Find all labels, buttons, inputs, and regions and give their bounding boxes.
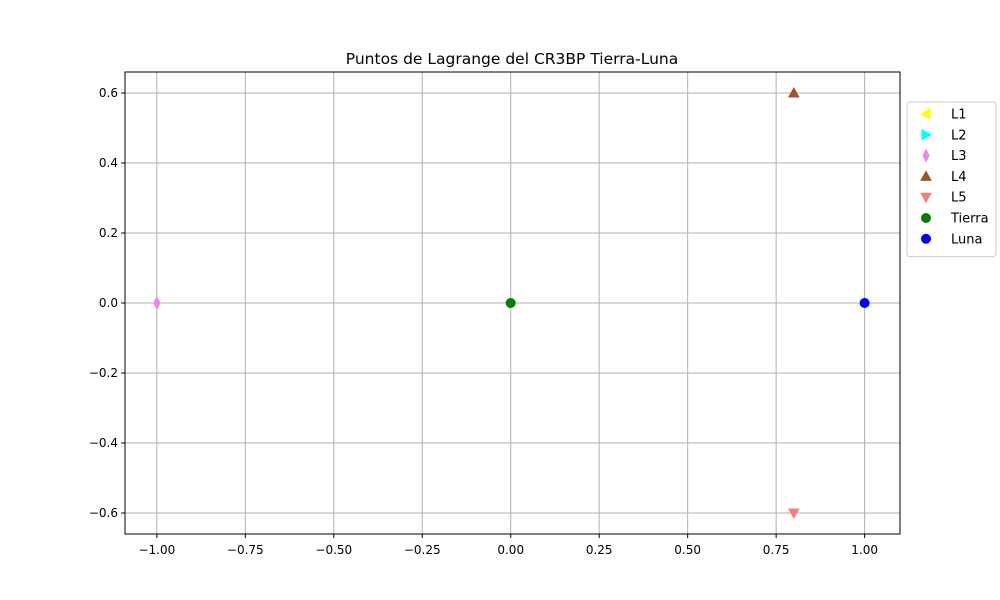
axis-ticks: −1.00 −0.75 −0.50 −0.25 0.00 0.25 0.50 0.75 1.00… <box>89 86 878 557</box>
data-points <box>153 86 870 520</box>
y-tick-label: 0.4 <box>99 156 118 170</box>
y-tick-label: −0.6 <box>89 506 118 520</box>
x-tick-label: −0.75 <box>227 543 264 557</box>
y-tick-label: −0.4 <box>89 436 118 450</box>
x-tick-label: −1.00 <box>138 543 175 557</box>
x-tick-label: −0.50 <box>315 543 352 557</box>
point-l3 <box>153 295 161 311</box>
y-tick-label: 0.2 <box>99 226 118 240</box>
legend-label-tierra: Tierra <box>950 212 989 227</box>
legend-label-luna: Luna <box>951 232 982 247</box>
x-tick-label: 1.00 <box>851 543 878 557</box>
y-tick-label: 0.0 <box>99 296 118 310</box>
legend-marker-l4 <box>920 170 932 181</box>
x-tick-label: 0.75 <box>763 543 790 557</box>
y-tick-label: −0.2 <box>89 366 118 380</box>
point-tierra <box>505 298 516 308</box>
legend-label-l4: L4 <box>951 170 967 185</box>
chart-title: Puntos de Lagrange del CR3BP Tierra-Luna <box>346 50 678 68</box>
point-l5 <box>787 508 800 520</box>
x-tick-label: −0.25 <box>404 543 441 557</box>
legend-label-l5: L5 <box>951 191 967 206</box>
legend-marker-l2 <box>921 128 933 141</box>
legend-label-l3: L3 <box>951 149 967 164</box>
legend-marker-l1 <box>919 108 931 120</box>
x-tick-label: 0.25 <box>586 543 613 557</box>
legend-label-l2: L2 <box>951 128 967 143</box>
point-luna <box>859 298 870 308</box>
x-tick-label: 0.50 <box>674 543 701 557</box>
legend-label-l1: L1 <box>951 108 967 123</box>
point-l4 <box>787 86 800 98</box>
legend-marker-tierra <box>921 213 931 223</box>
y-tick-label: 0.6 <box>99 86 118 100</box>
x-tick-label: 0.00 <box>497 543 524 557</box>
legend: L1 L2 L3 L4 L5 Tierra Luna <box>906 101 997 258</box>
legend-marker-luna <box>921 233 931 244</box>
legend-marker-l3 <box>922 148 930 163</box>
legend-marker-l5 <box>920 192 932 204</box>
